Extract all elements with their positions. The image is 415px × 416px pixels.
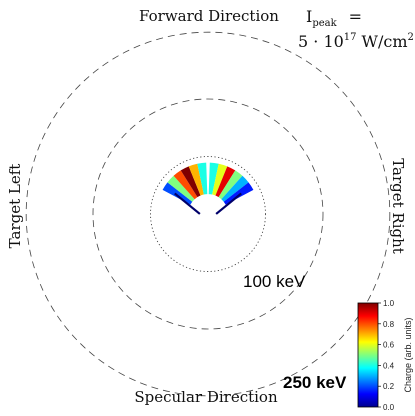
- left-lobe-streak: [174, 192, 201, 215]
- colorbar-tick-label: 0.8: [383, 320, 395, 329]
- right-lobe-cell: [215, 166, 236, 198]
- intensity-unit: W/cm: [362, 32, 408, 51]
- energy-ring-100-kev: [92, 98, 324, 330]
- energy-ring-inner: [150, 156, 266, 272]
- colorbar-label: Charge (arb. units): [403, 317, 413, 392]
- intensity-exponent: 17: [344, 32, 357, 43]
- left-lobe-cell: [188, 163, 204, 196]
- svg-text:Ipeak=: Ipeak =: [306, 7, 362, 29]
- left-lobe-cell: [167, 175, 195, 202]
- energy-rings: [25, 31, 391, 397]
- colorbar-ticks: 0.0 0.2 0.4 0.6 0.8 1.0: [378, 299, 395, 412]
- colorbar-gradient: [357, 302, 379, 408]
- intensity-unit-exponent: 2: [408, 32, 414, 43]
- colorbar-tick-label: 1.0: [383, 299, 395, 308]
- intensity-prefix: 5 · 10: [298, 32, 344, 51]
- intensity-symbol: I: [306, 7, 312, 26]
- specular-direction-label: Specular Direction: [134, 388, 278, 406]
- intensity-annotation: Ipeak = 5 · 1017 W/cm2: [298, 7, 414, 51]
- colorbar-tick-label: 0.2: [383, 382, 395, 391]
- target-right-label: Target Right: [389, 158, 407, 254]
- left-lobe-cell: [173, 170, 198, 200]
- ring-label-100kev: 100 keV: [243, 272, 306, 291]
- colorbar: 0.0 0.2 0.4 0.6 0.8 1.0 Charge (arb. units): [357, 299, 413, 412]
- energy-ring-250-kev: [25, 31, 391, 397]
- intensity-equals: =: [349, 7, 362, 26]
- ring-label-250kev: 250 keV: [283, 373, 347, 392]
- left-lobe-cell: [162, 182, 193, 205]
- colorbar-tick-label: 0.6: [383, 341, 395, 350]
- left-lobe-cell: [197, 162, 208, 195]
- right-lobe-cell: [223, 182, 254, 205]
- right-lobe-cell: [208, 162, 219, 195]
- forward-direction-label: Forward Direction: [139, 7, 279, 25]
- right-lobe-cell: [221, 175, 249, 202]
- right-lobe-cell: [218, 170, 243, 200]
- target-left-label: Target Left: [6, 164, 24, 249]
- colorbar-tick-label: 0.0: [383, 403, 395, 412]
- emission-lobes: [162, 162, 254, 215]
- right-lobe-streak: [215, 192, 242, 215]
- left-lobe-cell: [180, 166, 201, 198]
- colorbar-tick-label: 0.4: [383, 361, 395, 370]
- intensity-subscript: peak: [312, 18, 337, 29]
- right-lobe-cell: [212, 163, 228, 196]
